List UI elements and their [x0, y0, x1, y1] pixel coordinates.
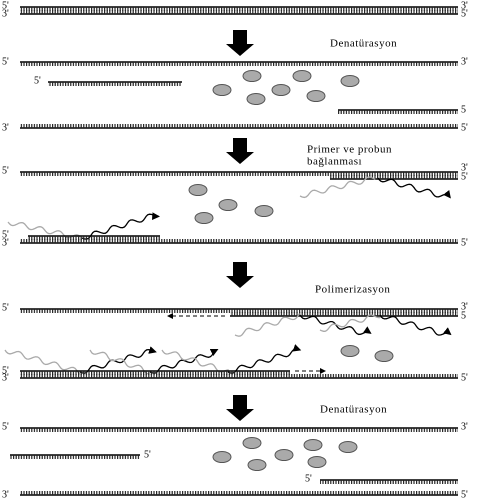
step-label: Denatürasyon: [320, 404, 387, 416]
end-label: 5': [305, 473, 312, 484]
probe-fragment: [243, 71, 261, 82]
probe-fragment: [272, 85, 290, 96]
strand-bases: [20, 428, 458, 432]
step-label: bağlanması: [307, 156, 362, 168]
pcr-diagram: Denatürasyon Primer ve probunbağlanması Po…: [0, 0, 478, 502]
end-label: 5': [461, 171, 468, 182]
strand-bases: [20, 124, 458, 128]
probe-fragment: [293, 71, 311, 82]
probe-fragment: [341, 76, 359, 87]
strand-bases: [320, 480, 458, 484]
end-label: 3': [2, 237, 9, 248]
probe-fragment: [243, 438, 261, 449]
probe: [90, 350, 150, 374]
probe: [235, 314, 300, 337]
probe-fragment: [304, 440, 322, 451]
end-label: 5': [461, 8, 468, 19]
probe-fragment: [339, 442, 357, 453]
artwork: [5, 7, 458, 495]
end-label: 5': [461, 489, 468, 500]
end-label: 5': [2, 302, 9, 313]
strand-bases: [20, 239, 458, 243]
probe: [300, 177, 375, 197]
end-label: 5': [2, 165, 9, 176]
probe-fragment: [275, 450, 293, 461]
strand-bases: [20, 491, 458, 495]
end-label: 5': [461, 237, 468, 248]
strand-bases: [230, 312, 458, 316]
probe-fragment: [219, 200, 237, 211]
step-arrow: [226, 395, 254, 421]
end-label: 3': [2, 372, 9, 383]
end-label: 3': [2, 8, 9, 19]
strand-bases: [10, 455, 140, 459]
strand-bases: [20, 10, 458, 14]
probe: [162, 350, 229, 372]
probe-fragment: [189, 185, 207, 196]
end-label: 5: [461, 104, 466, 115]
probe-fragment: [308, 457, 326, 468]
step-label: Denatürasyon: [330, 38, 397, 50]
probe: [378, 178, 450, 198]
step-label: Primer ve probun: [307, 144, 392, 156]
strand-bases: [48, 82, 182, 86]
end-label: 3': [461, 56, 468, 67]
end-label: 5': [144, 449, 151, 460]
step-arrow: [226, 30, 254, 56]
end-label: 3': [461, 421, 468, 432]
probe-fragment: [341, 346, 359, 357]
probe-fragment: [213, 452, 231, 463]
probe: [320, 315, 381, 331]
probe-fragment: [248, 460, 266, 471]
probe: [80, 350, 156, 374]
step-arrow: [226, 138, 254, 164]
probe-fragment: [307, 91, 325, 102]
end-label: 3': [2, 489, 9, 500]
probe: [150, 350, 217, 374]
step-label: Polimerizasyon: [315, 284, 390, 296]
probe-fragment: [255, 206, 273, 217]
end-label: 5': [461, 122, 468, 133]
end-label: 5': [34, 75, 41, 86]
step-arrow: [226, 262, 254, 288]
strand-bases: [330, 175, 458, 179]
end-label: 5: [461, 310, 466, 321]
end-label: 5': [2, 421, 9, 432]
strand-bases: [20, 374, 458, 378]
end-label: 5': [2, 56, 9, 67]
probe-fragment: [247, 94, 265, 105]
probe: [380, 315, 451, 335]
strand-bases: [20, 62, 458, 66]
strand-bases: [338, 110, 458, 114]
probe: [228, 349, 300, 373]
end-label: 3': [2, 122, 9, 133]
end-label: 5': [461, 372, 468, 383]
probe-fragment: [375, 351, 393, 362]
probe-fragment: [213, 85, 231, 96]
probe-fragment: [195, 213, 213, 224]
